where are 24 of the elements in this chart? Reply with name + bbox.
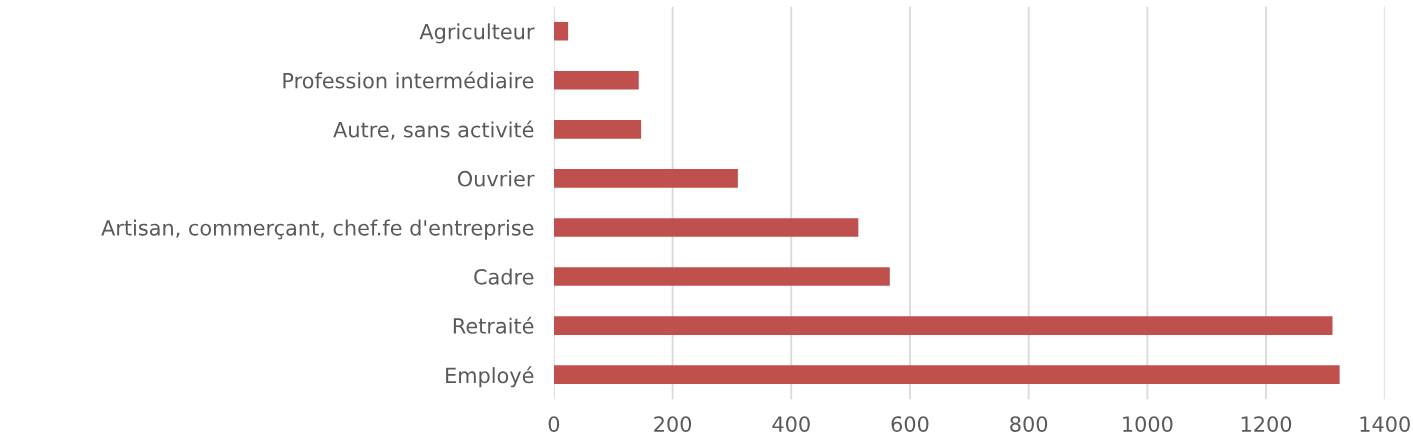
bar (553, 267, 890, 286)
y-tick-label: Autre, sans activité (333, 120, 534, 140)
y-tick-label: Artisan, commerçant, chef.fe d'entreprise (101, 219, 534, 240)
x-tick-label: 0 (548, 416, 560, 432)
x-tick-label: 200 (654, 416, 692, 432)
bar (553, 316, 1333, 335)
y-tick-label: Agriculteur (419, 23, 535, 44)
x-tick-label: 1200 (1241, 416, 1292, 432)
bar (553, 70, 639, 90)
x-tick-label: 800 (1010, 416, 1048, 432)
bar (553, 169, 738, 188)
y-tick-label: Ouvrier (457, 170, 535, 187)
bar (553, 218, 859, 237)
y-tick-label: Profession intermédiaire (283, 71, 534, 89)
bar (553, 120, 642, 139)
x-tick-label: 600 (891, 416, 929, 432)
x-tick-label: 400 (772, 416, 810, 432)
x-tick-label: 1000 (1123, 416, 1173, 432)
y-tick-label: Employé (446, 366, 534, 388)
bar (553, 365, 1340, 384)
y-tick-label: Cadre (474, 268, 534, 285)
bar (553, 21, 569, 41)
y-tick-label: Retraité (453, 316, 534, 334)
x-tick-label: 1400 (1360, 416, 1410, 432)
